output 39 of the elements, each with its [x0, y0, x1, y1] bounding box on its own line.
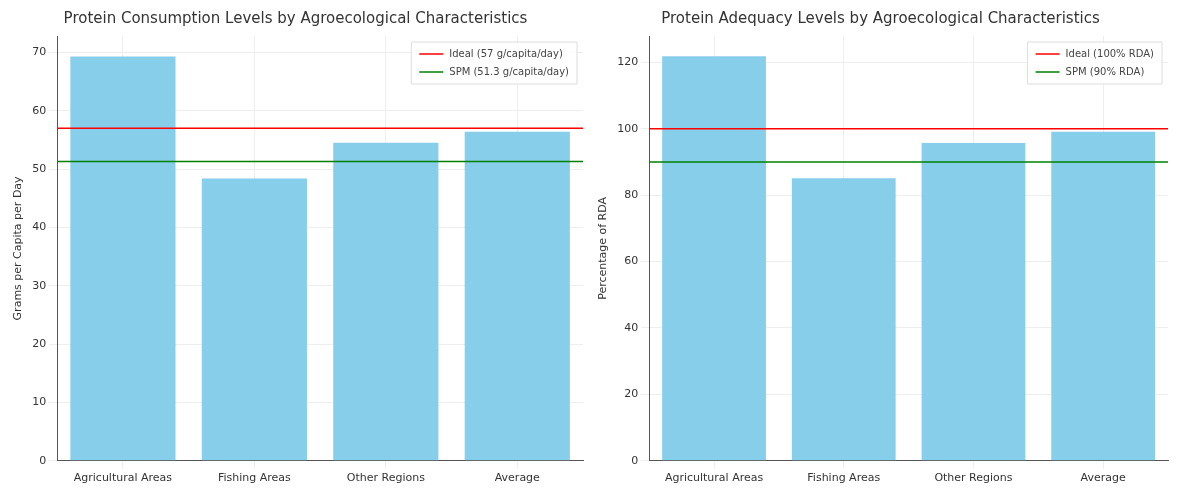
y-tick-label: 60 [624, 254, 639, 268]
x-tick-label: Average [494, 471, 541, 485]
x-tick-label: Fishing Areas [807, 471, 881, 485]
y-tick-label: 40 [32, 220, 47, 234]
y-tick-label: 100 [617, 121, 639, 135]
legend-label: Ideal (100% RDA) [1065, 47, 1155, 59]
legend-label: Ideal (57 g/capita/day) [449, 47, 563, 59]
y-axis-title: Percentage of RDA [596, 196, 610, 300]
x-tick-label: Agricultural Areas [73, 471, 173, 485]
y-tick-label: 50 [32, 161, 47, 175]
y-tick-label: 80 [624, 187, 639, 201]
bar [1051, 131, 1156, 461]
x-tick-label: Fishing Areas [217, 471, 292, 485]
y-tick-label: 10 [32, 395, 47, 409]
legend-label: SPM (51.3 g/capita/day) [449, 65, 570, 77]
y-axis-title: Grams per Capita per Day [11, 175, 25, 321]
bar [201, 178, 307, 461]
x-tick-label: Average [1080, 471, 1126, 485]
y-tick-label: 0 [39, 453, 47, 467]
bar [662, 56, 766, 461]
legend-label: SPM (90% RDA) [1065, 65, 1145, 77]
chart-title: Protein Consumption Levels by Agroecological Characteristics [63, 8, 528, 27]
y-tick-label: 120 [617, 55, 639, 69]
chart-title: Protein Adequacy Levels by Agroecological Characteristics [661, 8, 1100, 27]
y-tick-label: 60 [32, 103, 47, 117]
bar [333, 142, 439, 461]
y-tick-label: 70 [32, 45, 47, 59]
y-tick-label: 0 [631, 453, 639, 467]
y-tick-label: 20 [624, 387, 639, 401]
bar [791, 178, 896, 461]
y-tick-label: 40 [624, 320, 639, 334]
y-tick-label: 20 [32, 336, 47, 350]
bar [70, 56, 176, 461]
bar [921, 142, 1026, 461]
y-tick-label: 30 [32, 278, 47, 292]
x-tick-label: Other Regions [934, 471, 1013, 485]
x-tick-label: Agricultural Areas [664, 471, 764, 485]
bar [464, 131, 570, 461]
x-tick-label: Other Regions [346, 471, 426, 485]
